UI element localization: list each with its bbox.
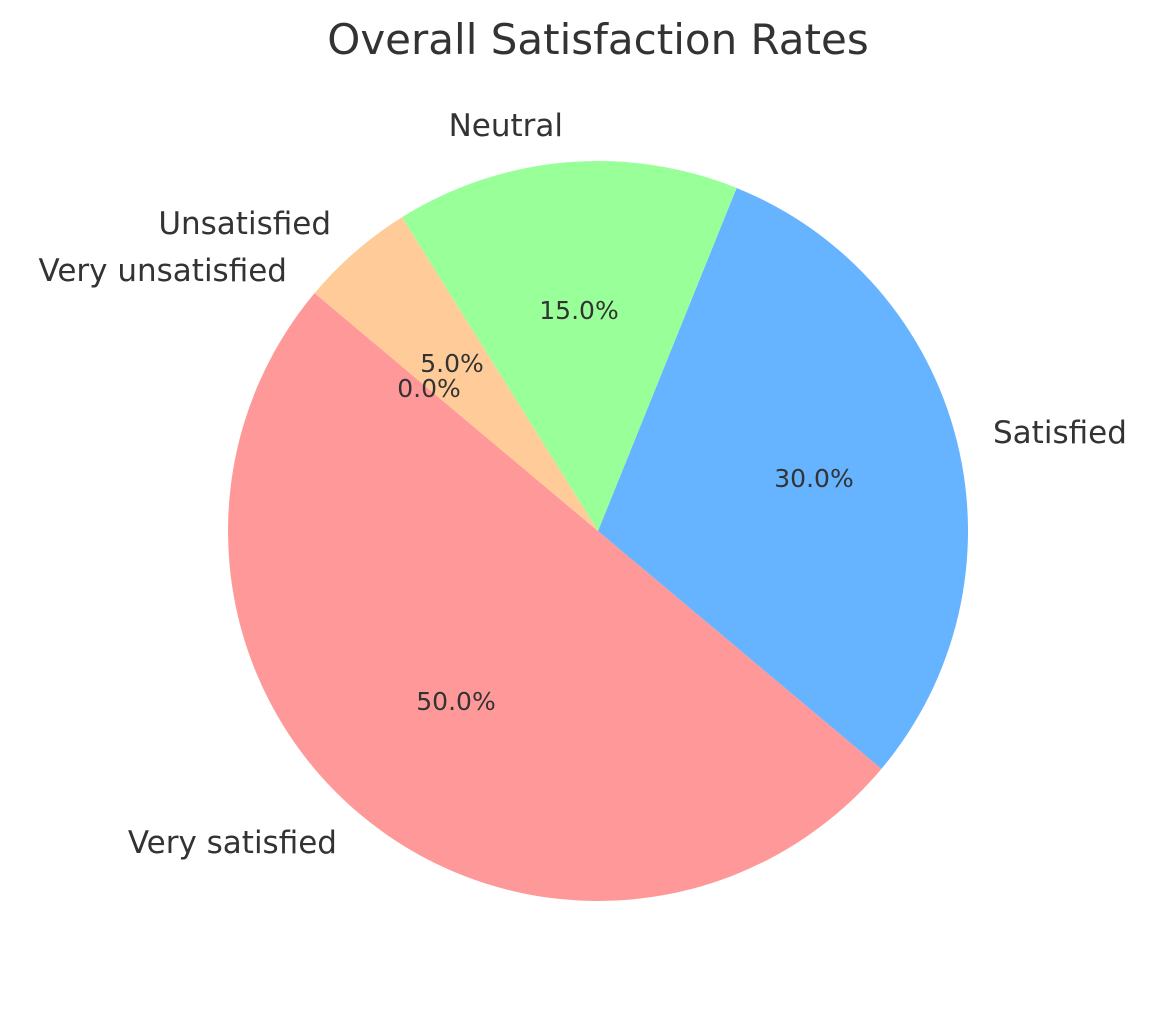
label-very-satisfied: Very satisfied [128, 825, 337, 861]
slice-neutral [401, 161, 737, 531]
pct-very-satisfied: 50.0% [416, 687, 495, 716]
pie-slices [228, 161, 968, 901]
slice-unsatisfied [314, 217, 598, 531]
chart-title: Overall Satisfaction Rates [327, 15, 868, 64]
label-neutral: Neutral [449, 108, 563, 144]
label-unsatisfied: Unsatisfied [158, 206, 331, 242]
label-very-unsatisfied: Very unsatisfied [39, 253, 287, 289]
pct-neutral: 15.0% [539, 296, 618, 325]
slice-satisfied [598, 187, 968, 769]
pct-unsatisfied: 5.0% [420, 349, 484, 378]
label-satisfied: Satisfied [993, 415, 1127, 451]
pct-very-unsatisfied: 0.0% [397, 374, 461, 403]
pct-satisfied: 30.0% [774, 464, 853, 493]
slice-very-satisfied [228, 293, 882, 901]
